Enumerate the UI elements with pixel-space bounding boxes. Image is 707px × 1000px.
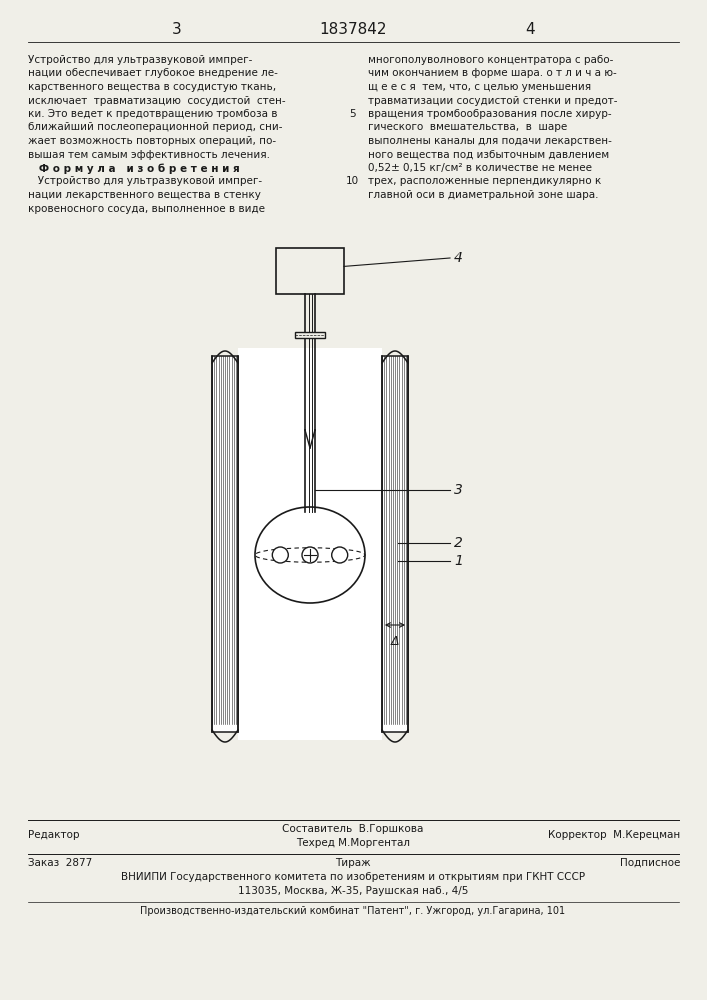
Text: травматизации сосудистой стенки и предот-: травматизации сосудистой стенки и предот… [368, 96, 617, 105]
Text: 1: 1 [454, 554, 463, 568]
Text: карственного вещества в сосудистую ткань,: карственного вещества в сосудистую ткань… [28, 82, 276, 92]
Ellipse shape [255, 507, 365, 603]
Bar [212, 356, 238, 732]
Text: вышая тем самым эффективность лечения.: вышая тем самым эффективность лечения. [28, 149, 270, 159]
Text: кровеносного сосуда, выполненное в виде: кровеносного сосуда, выполненное в виде [28, 204, 265, 214]
Bar [276, 248, 344, 294]
Text: главной оси в диаметральной зоне шара.: главной оси в диаметральной зоне шара. [368, 190, 599, 200]
Bar [295, 332, 325, 338]
Text: ВНИИПИ Государственного комитета по изобретениям и открытиям при ГКНТ СССР: ВНИИПИ Государственного комитета по изоб… [121, 872, 585, 882]
Text: Редактор: Редактор [28, 830, 79, 840]
Text: 1837842: 1837842 [320, 22, 387, 37]
Circle shape [332, 547, 348, 563]
Text: многополуволнового концентратора с рабо-: многополуволнового концентратора с рабо- [368, 55, 614, 65]
Text: Производственно-издательский комбинат "Патент", г. Ужгород, ул.Гагарина, 101: Производственно-издательский комбинат "П… [141, 906, 566, 916]
Text: нации лекарственного вещества в стенку: нации лекарственного вещества в стенку [28, 190, 261, 200]
Text: Ф о р м у л а   и з о б р е т е н и я: Ф о р м у л а и з о б р е т е н и я [28, 163, 240, 174]
Text: 10: 10 [346, 176, 358, 186]
Bar [238, 348, 382, 740]
Circle shape [272, 547, 288, 563]
Text: Подписное: Подписное [619, 858, 680, 868]
Text: Корректор  М.Керецман: Корректор М.Керецман [548, 830, 680, 840]
Text: 5: 5 [349, 109, 356, 119]
Text: 3: 3 [454, 483, 463, 497]
Text: ближайший послеоперационной период, сни-: ближайший послеоперационной период, сни- [28, 122, 283, 132]
Text: жает возможность повторных операций, по-: жает возможность повторных операций, по- [28, 136, 276, 146]
Text: щ е е с я  тем, что, с целью уменьшения: щ е е с я тем, что, с целью уменьшения [368, 82, 591, 92]
Text: нации обеспечивает глубокое внедрение ле-: нации обеспечивает глубокое внедрение ле… [28, 68, 278, 79]
Text: Δ: Δ [391, 635, 399, 648]
Text: 113035, Москва, Ж-35, Раушская наб., 4/5: 113035, Москва, Ж-35, Раушская наб., 4/5 [238, 886, 468, 896]
Text: Устройство для ультразвуковой импрег-: Устройство для ультразвуковой импрег- [28, 55, 252, 65]
Text: трех, расположенные перпендикулярно к: трех, расположенные перпендикулярно к [368, 176, 601, 186]
Text: исключает  травматизацию  сосудистой  стен-: исключает травматизацию сосудистой стен- [28, 96, 286, 105]
Text: 4: 4 [454, 251, 463, 265]
Text: Техред М.Моргентал: Техред М.Моргентал [296, 838, 410, 848]
Text: чим окончанием в форме шара. о т л и ч а ю-: чим окончанием в форме шара. о т л и ч а… [368, 68, 617, 79]
Text: Заказ  2877: Заказ 2877 [28, 858, 92, 868]
Text: 4: 4 [525, 22, 534, 37]
Text: Тираж: Тираж [335, 858, 370, 868]
Text: Составитель  В.Горшкова: Составитель В.Горшкова [282, 824, 423, 834]
Circle shape [302, 547, 318, 563]
Bar [382, 356, 408, 732]
Text: вращения тромбообразования после хирур-: вращения тромбообразования после хирур- [368, 109, 612, 119]
Text: 3: 3 [172, 22, 182, 37]
Text: ки. Это ведет к предотвращению тромбоза в: ки. Это ведет к предотвращению тромбоза … [28, 109, 278, 119]
Text: 0,52± 0,15 кг/см² в количестве не менее: 0,52± 0,15 кг/см² в количестве не менее [368, 163, 592, 173]
Text: выполнены каналы для подачи лекарствен-: выполнены каналы для подачи лекарствен- [368, 136, 612, 146]
Text: 2: 2 [454, 536, 463, 550]
Text: гического  вмешательства,  в  шаре: гического вмешательства, в шаре [368, 122, 567, 132]
Text: Устройство для ультразвуковой импрег-: Устройство для ультразвуковой импрег- [28, 176, 262, 186]
Text: ного вещества под избыточным давлением: ного вещества под избыточным давлением [368, 149, 609, 159]
